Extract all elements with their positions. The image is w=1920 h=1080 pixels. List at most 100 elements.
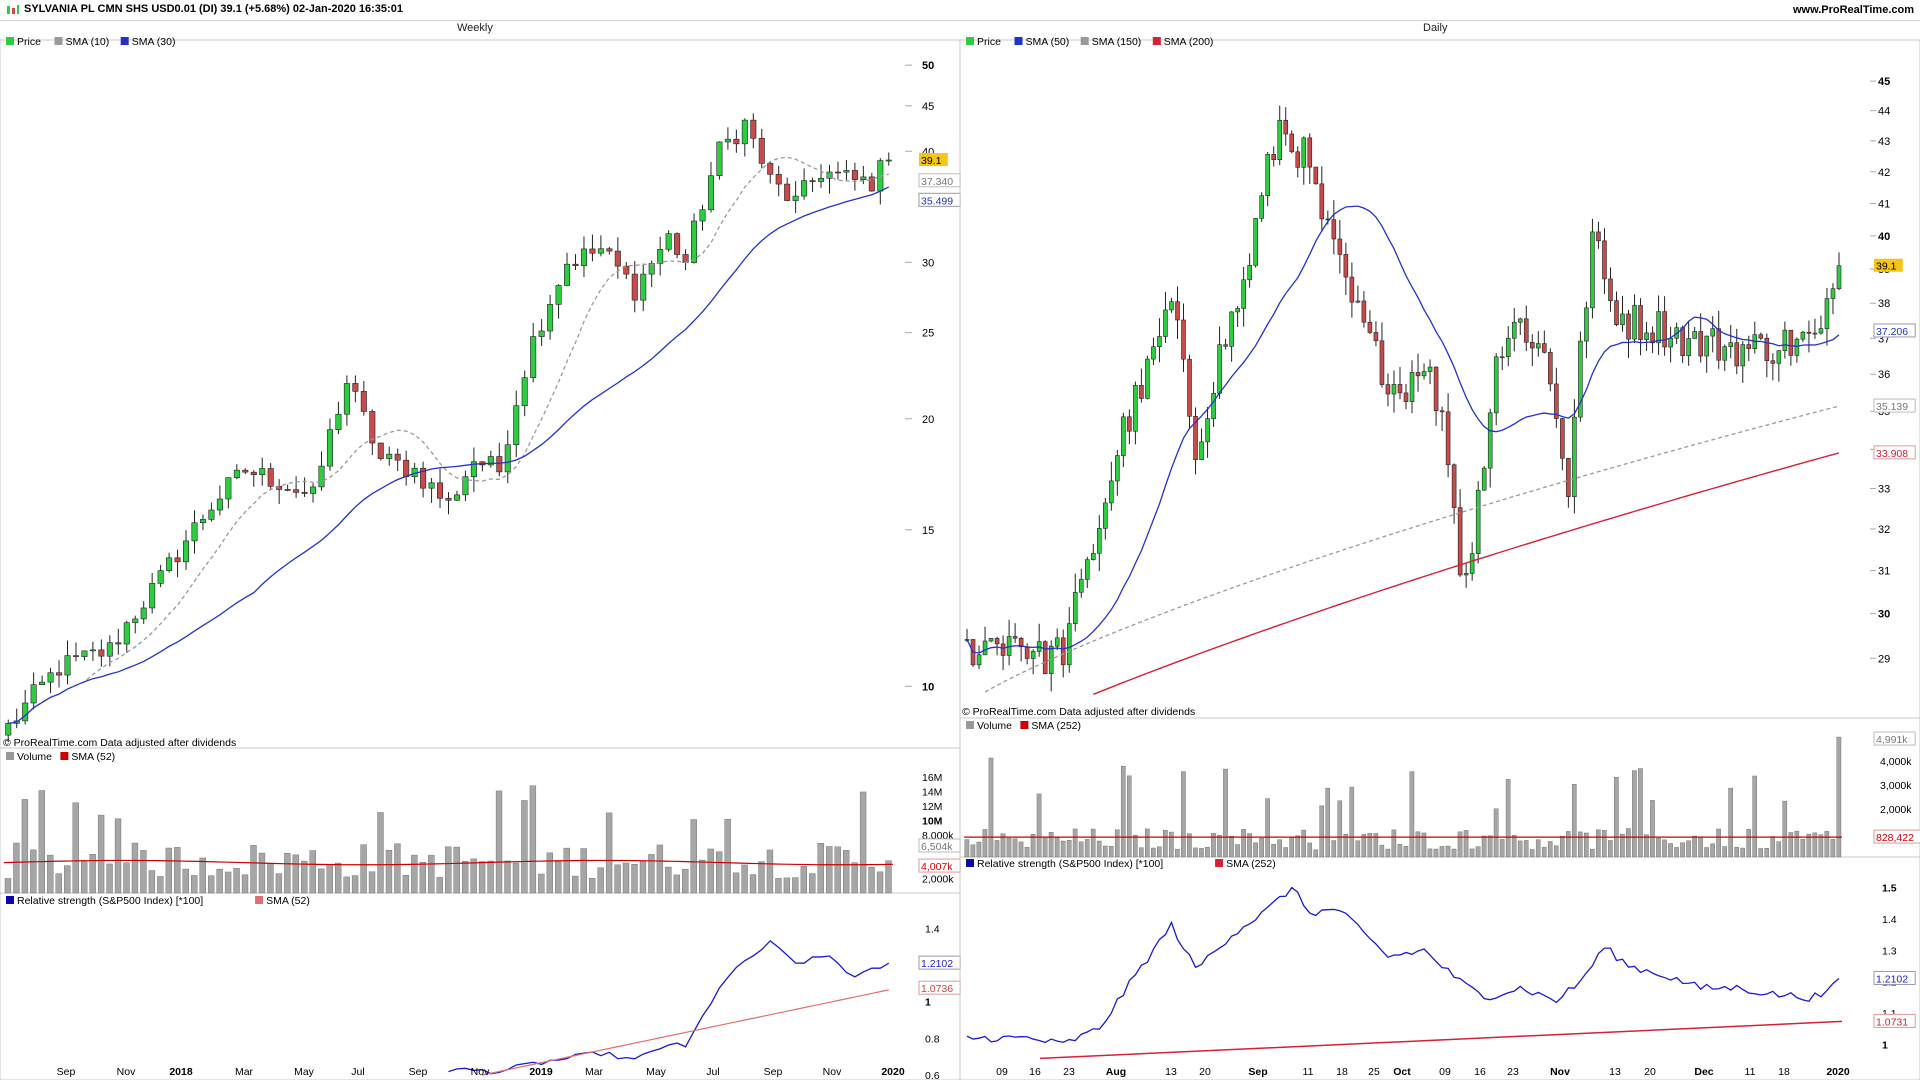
daily-candle xyxy=(1409,372,1415,402)
weekly-candle xyxy=(657,249,664,264)
daily-price-tick-label: 36 xyxy=(1878,369,1890,381)
weekly-candle xyxy=(733,138,740,145)
weekly-x-tick-label: Sep xyxy=(57,1066,76,1078)
daily-candle xyxy=(1626,313,1631,340)
weekly-candle xyxy=(809,180,816,182)
weekly-price-tick-label: 50 xyxy=(922,60,934,72)
weekly-sma30-tag: 35.499 xyxy=(921,195,953,207)
daily-candle xyxy=(1193,416,1198,460)
daily-sma150-tag: 35.139 xyxy=(1876,401,1908,413)
daily-volume-bar xyxy=(1698,837,1703,858)
weekly-volume-sma-tag: 6,504k xyxy=(921,841,953,853)
daily-candle xyxy=(1379,340,1385,385)
weekly-candle xyxy=(564,263,571,286)
daily-volume-bar xyxy=(1463,830,1469,858)
weekly-volume-bar xyxy=(165,847,172,894)
daily-volume-bar xyxy=(1752,775,1758,858)
daily-volume-bar xyxy=(1547,841,1553,858)
weekly-candle xyxy=(834,171,841,174)
weekly-candle xyxy=(377,442,384,459)
daily-candle xyxy=(1259,195,1264,219)
daily-candle xyxy=(1253,218,1258,266)
weekly-sma30-line xyxy=(8,186,890,724)
daily-candle xyxy=(1301,137,1307,168)
daily-candle xyxy=(1499,356,1505,359)
daily-volume-bar xyxy=(1499,839,1505,858)
daily-price-legend-label-1: SMA (50) xyxy=(1026,36,1070,48)
daily-candle xyxy=(1397,384,1403,394)
daily-candle xyxy=(1181,319,1186,360)
daily-candle xyxy=(1295,151,1301,168)
daily-candle xyxy=(1788,329,1794,356)
daily-volume-bar xyxy=(1301,829,1306,858)
weekly-volume-bar xyxy=(140,850,147,894)
daily-rs-tick-label: 1.4 xyxy=(1882,914,1897,926)
daily-volume-bar xyxy=(1030,834,1036,858)
daily-volume-bar xyxy=(1042,836,1048,858)
daily-volume-bar xyxy=(1650,800,1655,858)
daily-x-tick-label: 13 xyxy=(1609,1066,1621,1078)
daily-candle xyxy=(1656,311,1661,344)
weekly-candle xyxy=(191,522,198,542)
brand-link[interactable]: www.ProRealTime.com xyxy=(1792,4,1914,16)
weekly-candle xyxy=(750,119,757,139)
daily-x-tick-label: 18 xyxy=(1778,1066,1790,1078)
daily-candle xyxy=(1211,392,1216,419)
weekly-last-price-tag-bg xyxy=(919,153,948,167)
daily-volume-bar xyxy=(1337,800,1343,858)
daily-candle xyxy=(1319,183,1325,220)
weekly-volume-bar xyxy=(428,854,435,894)
daily-rs-legend-swatch-0 xyxy=(966,859,974,867)
weekly-volume-bar xyxy=(529,785,537,894)
daily-candle xyxy=(1229,311,1234,347)
weekly-volume-bar xyxy=(131,842,139,894)
daily-volume-bar xyxy=(1385,848,1391,858)
daily-volume-bar xyxy=(1403,846,1409,858)
daily-volume-bar xyxy=(976,841,982,858)
daily-candle xyxy=(1373,332,1379,342)
weekly-candle xyxy=(123,622,130,645)
daily-volume-bar xyxy=(1421,832,1427,858)
daily-rs-legend-swatch-1 xyxy=(1215,859,1224,867)
daily-candle xyxy=(1632,305,1637,340)
daily-price-pane xyxy=(959,39,1920,719)
weekly-volume-tick-label: 2,000k xyxy=(922,874,954,886)
daily-volume-bar xyxy=(1728,787,1733,858)
weekly-volume-bar xyxy=(868,866,875,894)
weekly-sma10-line xyxy=(8,156,889,724)
daily-x-tick-label: Dec xyxy=(1694,1066,1713,1078)
daily-volume-bar xyxy=(1740,847,1745,858)
weekly-price-legend-swatch-0 xyxy=(6,37,14,45)
daily-candle xyxy=(1078,579,1084,593)
daily-x-tick-label: Nov xyxy=(1550,1066,1570,1078)
daily-candle xyxy=(1223,344,1228,347)
weekly-candle xyxy=(106,642,113,657)
weekly-candle xyxy=(538,330,545,337)
daily-x-tick-label: 20 xyxy=(1644,1066,1656,1078)
weekly-candle xyxy=(724,138,731,143)
daily-volume-bar xyxy=(1674,847,1679,858)
weekly-volume-bar xyxy=(605,812,613,894)
daily-last-price-tag: 39.1 xyxy=(1876,261,1897,273)
weekly-volume-bar xyxy=(114,818,122,894)
daily-candle xyxy=(1241,279,1246,309)
daily-volume-bar xyxy=(1788,832,1794,858)
weekly-candle xyxy=(140,607,147,620)
daily-x-tick-label: 18 xyxy=(1336,1066,1348,1078)
daily-rs-sma-line xyxy=(1039,1020,1843,1060)
daily-volume-bar xyxy=(1235,844,1240,858)
title-bar: SYLVANIA PL CMN SHS USD0.01 (DI) 39.1 (+… xyxy=(0,0,1920,21)
weekly-volume-bar xyxy=(546,852,553,894)
daily-volume-bar xyxy=(1710,843,1715,858)
daily-candle xyxy=(1361,300,1367,323)
daily-volume-bar xyxy=(1451,848,1457,858)
weekly-volume-bar xyxy=(538,873,545,894)
daily-volume-bar xyxy=(1024,846,1030,858)
daily-volume-bar xyxy=(1319,805,1325,858)
daily-candle xyxy=(1824,298,1830,329)
weekly-candle xyxy=(843,170,850,173)
weekly-price-tick-label: 15 xyxy=(922,525,934,537)
weekly-volume-bar xyxy=(216,868,223,894)
weekly-candle xyxy=(513,405,520,446)
